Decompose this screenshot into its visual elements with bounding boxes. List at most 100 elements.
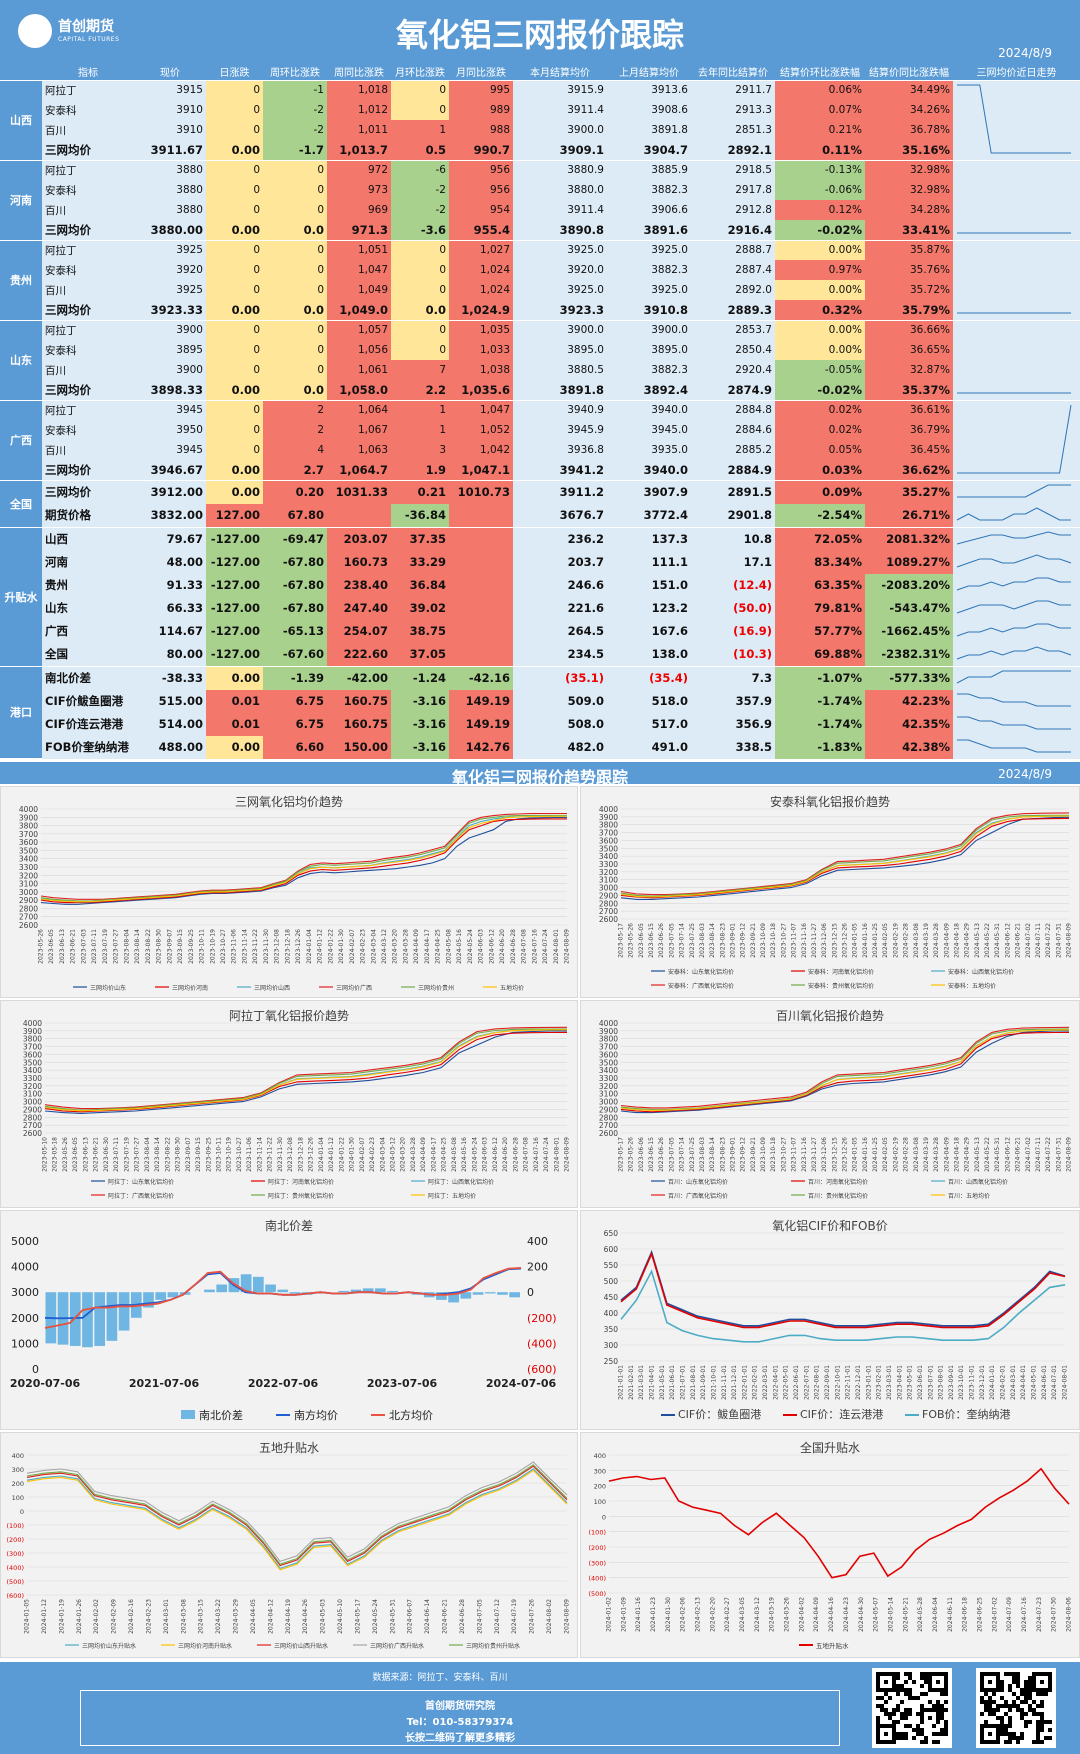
table-cell: 2.7	[263, 460, 327, 480]
qr-code-icon[interactable]	[872, 1668, 952, 1748]
table-cell: 2917.8	[691, 180, 775, 200]
table-cell: 34.26%	[865, 100, 953, 120]
column-header: 日涨跌	[206, 64, 263, 80]
row-label: 百川	[42, 200, 134, 220]
table-cell: 1,049.0	[327, 300, 391, 320]
y-tick-label: 3700	[19, 830, 38, 839]
table-cell: 0.00%	[775, 319, 865, 340]
x-tick-label: 2024-07-31	[1055, 1137, 1062, 1172]
x-tick-label: 2024-04-12	[267, 1599, 274, 1634]
y-tick-label: 200	[12, 1480, 24, 1488]
x-tick-label: 2024-03-05	[739, 1597, 746, 1632]
table-cell: 3941.2	[513, 460, 607, 480]
x-tick-label: 2024-04-25	[441, 1137, 448, 1172]
table-cell: 2850.4	[691, 340, 775, 360]
x-tick-label: 2023-07-01	[927, 1365, 934, 1400]
table-cell: 35.16%	[865, 140, 953, 160]
y-tick-label: 650	[604, 1229, 619, 1238]
table-row: 百川 3900 0 0 1,061 7 1,038 3880.5 3882.3 2920.4 -0.…	[0, 360, 1080, 380]
table-cell: 35.76%	[865, 260, 953, 280]
table-cell: -1.74%	[775, 689, 865, 713]
row-label: 南北价差	[42, 665, 134, 690]
x-tick-label: 2023-07-19	[123, 1137, 130, 1172]
series-line	[620, 1030, 1070, 1114]
x-tick-label: 2024-01-16	[862, 1137, 869, 1172]
x-tick-label: 2023-12-06	[821, 1137, 828, 1172]
table-cell: 357.9	[691, 689, 775, 713]
x-tick-label: 2024-06-25	[976, 1597, 983, 1632]
table-cell: 491.0	[607, 735, 691, 759]
y-tick-label: 3000	[599, 1098, 618, 1107]
table-cell: 0.00	[206, 479, 263, 504]
x-tick-label: 2023-08-03	[699, 923, 706, 958]
table-cell: 0.00	[206, 735, 263, 759]
x-tick-label: 2024-04-19	[285, 1599, 292, 1634]
table-cell: 0.97%	[775, 260, 865, 280]
table-cell: 3940.0	[607, 399, 691, 420]
x-tick-label: 2024-08-06	[1066, 1597, 1073, 1632]
legend-label: 阿拉丁：广西氧化铝均价	[108, 1192, 174, 1200]
table-cell: 517.0	[607, 712, 691, 736]
y-tick-label: 2800	[599, 1113, 618, 1122]
row-label: CIF价连云港港	[42, 712, 134, 736]
x-tick-label: 2024-03-28	[933, 1137, 940, 1172]
y-tick-label: (100)	[7, 1522, 24, 1530]
table-cell: 3925.0	[607, 239, 691, 260]
table-cell: 36.61%	[865, 399, 953, 420]
x-tick-label: 2023-12-06	[821, 923, 828, 958]
x-tick-label: 2024-04-17	[430, 1137, 437, 1172]
x-tick-label: 2023-05-26	[62, 1137, 69, 1172]
y-tick-label: 2700	[599, 907, 618, 916]
table-row: 山东 66.33 -127.00 -67.80 247.40 39.02 221.6 123.…	[0, 596, 1080, 620]
row-label: 阿拉丁	[42, 159, 134, 180]
table-row: 河南 阿拉丁 3880 0 0 972 -6 956 3880.9 3885.9 2918.5 -0.…	[0, 159, 1080, 241]
x-tick-label: 2023-08-04	[123, 929, 130, 964]
y-tick-label: 500	[604, 1277, 619, 1286]
qr-code-icon[interactable]	[976, 1668, 1056, 1748]
x-tick-label: 2023-08-30	[156, 929, 163, 964]
chart-national-basis: 全国升贴水 400 300 200 100 0 (100) (200) (300) (400) (5…	[580, 1432, 1080, 1658]
chart-baichuan: 百川氧化铝报价趋势 4000 3900 3800 3700 3600 3500 3400 330…	[580, 1000, 1080, 1208]
table-cell: -127.00	[206, 596, 263, 620]
x-tick-label: 2023-07-19	[102, 929, 109, 964]
table-cell: (50.0)	[691, 596, 775, 620]
y-tick-label: 2600	[599, 1129, 618, 1138]
table-cell: 0.06%	[775, 79, 865, 100]
x-tick-label: 2023-06-05	[48, 929, 55, 964]
table-row: 安泰科 3950 0 2 1,067 1 1,052 3945.9 3945.0 2884.6 0.…	[0, 420, 1080, 440]
table-cell: 969	[327, 200, 391, 220]
table-cell	[327, 503, 391, 527]
sparkline-path	[956, 623, 1071, 636]
x-tick-label: 2023-06-05	[638, 923, 645, 958]
table-cell: 0.20	[263, 479, 327, 504]
x-tick-label: 2023-09-25	[188, 929, 195, 964]
table-cell: 3906.6	[607, 200, 691, 220]
table-cell: -3.16	[391, 735, 449, 759]
table-cell: 0	[391, 319, 449, 340]
x-tick-label: 2024-01-09	[620, 1597, 627, 1632]
x-tick-label: 2021-02-01	[628, 1365, 635, 1400]
x-tick-label: 2024-08-01	[1062, 1365, 1069, 1400]
company-logo: 首创期货 CAPITAL FUTURES	[18, 12, 138, 56]
x-tick-label: 2023-08-23	[719, 1137, 726, 1172]
table-cell: -127.00	[206, 526, 263, 551]
x-tick-label: 2024-02-27	[724, 1597, 731, 1632]
x-tick-label: 2024-07-31	[1055, 923, 1062, 958]
table-cell: 138.0	[607, 642, 691, 666]
legend-label: 三网均价河南升贴水	[178, 1642, 232, 1650]
series-line	[620, 1031, 1070, 1113]
x-tick-label: 2023-09-01	[948, 1365, 955, 1400]
y-tick-label: 200	[594, 1483, 606, 1491]
bar	[509, 1292, 520, 1298]
table-cell: 2889.3	[691, 300, 775, 320]
row-label: 阿拉丁	[42, 319, 134, 340]
y-tick-label: 4000	[11, 1261, 39, 1274]
table-cell: 988	[449, 120, 513, 140]
x-tick-label: 2024-07-02	[991, 1597, 998, 1632]
legend-label: 南方均价	[294, 1408, 338, 1422]
table-cell: 42.35%	[865, 712, 953, 736]
table-cell: 1,042	[449, 440, 513, 460]
x-tick-label: 2024-07-30	[1051, 1597, 1058, 1632]
table-cell: 2913.3	[691, 100, 775, 120]
table-cell: -67.80	[263, 550, 327, 574]
